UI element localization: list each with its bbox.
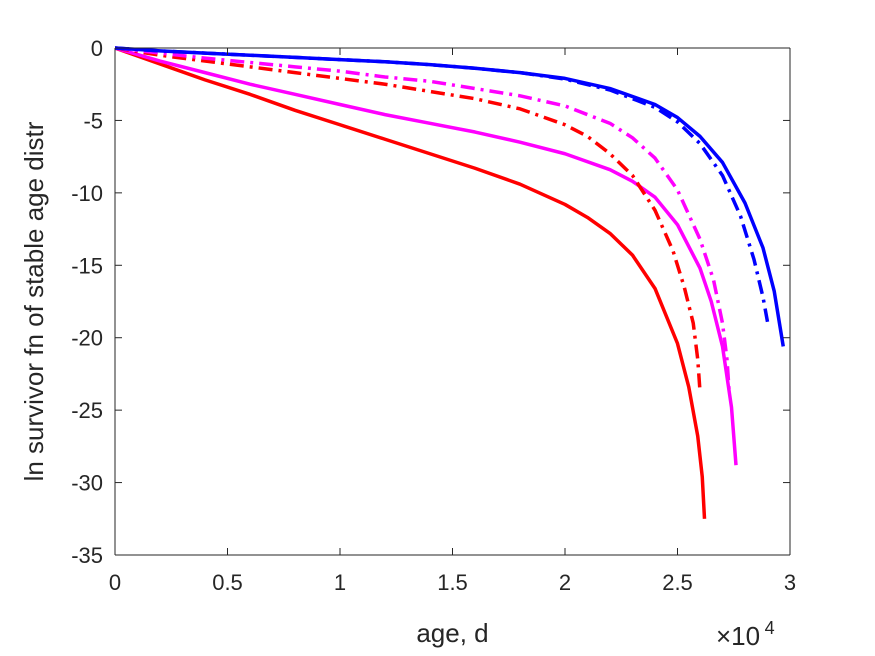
x-tick-label: 0 [109,570,121,595]
series-line-3 [115,46,702,392]
series-line-4 [115,46,731,393]
y-tick-label: 0 [91,36,103,61]
y-tick-label: -10 [71,181,103,206]
y-tick-label: -25 [71,398,103,423]
series-line-2 [115,46,738,466]
x-tick-label: 0.5 [212,570,243,595]
x-axis-exponent-base: ×10 [716,621,760,651]
y-tick-label: -15 [71,253,103,278]
y-tick-label: -30 [71,471,103,496]
y-tick-label: -5 [83,108,103,133]
series-line-6 [115,46,770,323]
x-tick-label: 2.5 [662,570,693,595]
y-axis-title: ln survivor fn of stable age distr [19,121,49,481]
y-tick-label: -20 [71,326,103,351]
y-tick-label: -35 [71,543,103,568]
x-tick-label: 2 [559,570,571,595]
x-tick-label: 3 [784,570,796,595]
x-axis-exponent-power: 4 [765,618,775,638]
plot-area [115,48,790,555]
x-tick-label: 1.5 [437,570,468,595]
axes-layer: 0 0.5 1 1.5 2 2.5 3 0 -5 -10 -15 -20 -25 -30 -35 [71,36,796,595]
x-axis-exponent: ×10 4 [716,618,775,651]
series-layer [115,46,785,519]
x-tick-label: 1 [334,570,346,595]
series-line-1 [115,46,707,519]
x-axis-title: age, d [416,618,488,648]
